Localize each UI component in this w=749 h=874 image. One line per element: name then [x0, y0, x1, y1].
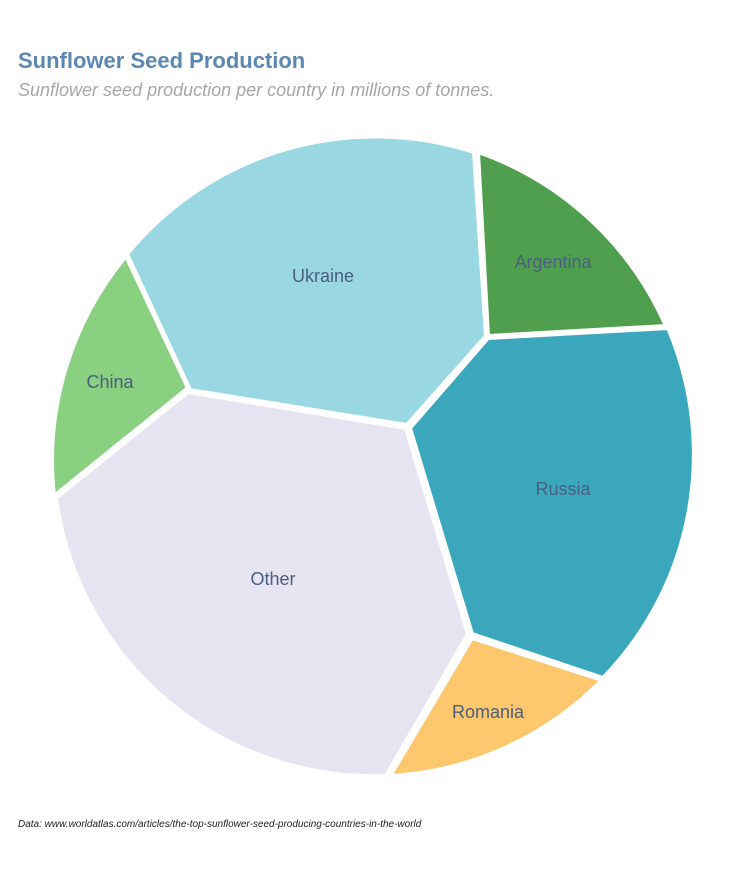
slice-label-other: Other: [250, 569, 295, 589]
slice-label-china: China: [86, 372, 134, 392]
slice-label-russia: Russia: [535, 479, 591, 499]
chart-subtitle: Sunflower seed production per country in…: [18, 80, 495, 100]
slice-argentina[interactable]: [476, 150, 668, 338]
source-note: Data: www.worldatlas.com/articles/the-to…: [18, 819, 422, 830]
slice-label-ukraine: Ukraine: [292, 266, 354, 286]
labels-group: Ukraine Argentina Russia Romania Other China: [86, 252, 592, 722]
slice-other[interactable]: [54, 390, 470, 779]
slices-group: [50, 134, 696, 779]
slice-label-romania: Romania: [452, 702, 525, 722]
chart-title: Sunflower Seed Production: [18, 48, 306, 73]
slice-china[interactable]: [50, 254, 190, 498]
slice-romania[interactable]: [388, 636, 604, 778]
slice-label-argentina: Argentina: [514, 252, 592, 272]
slice-russia[interactable]: [408, 326, 696, 680]
slice-ukraine[interactable]: [125, 134, 488, 427]
